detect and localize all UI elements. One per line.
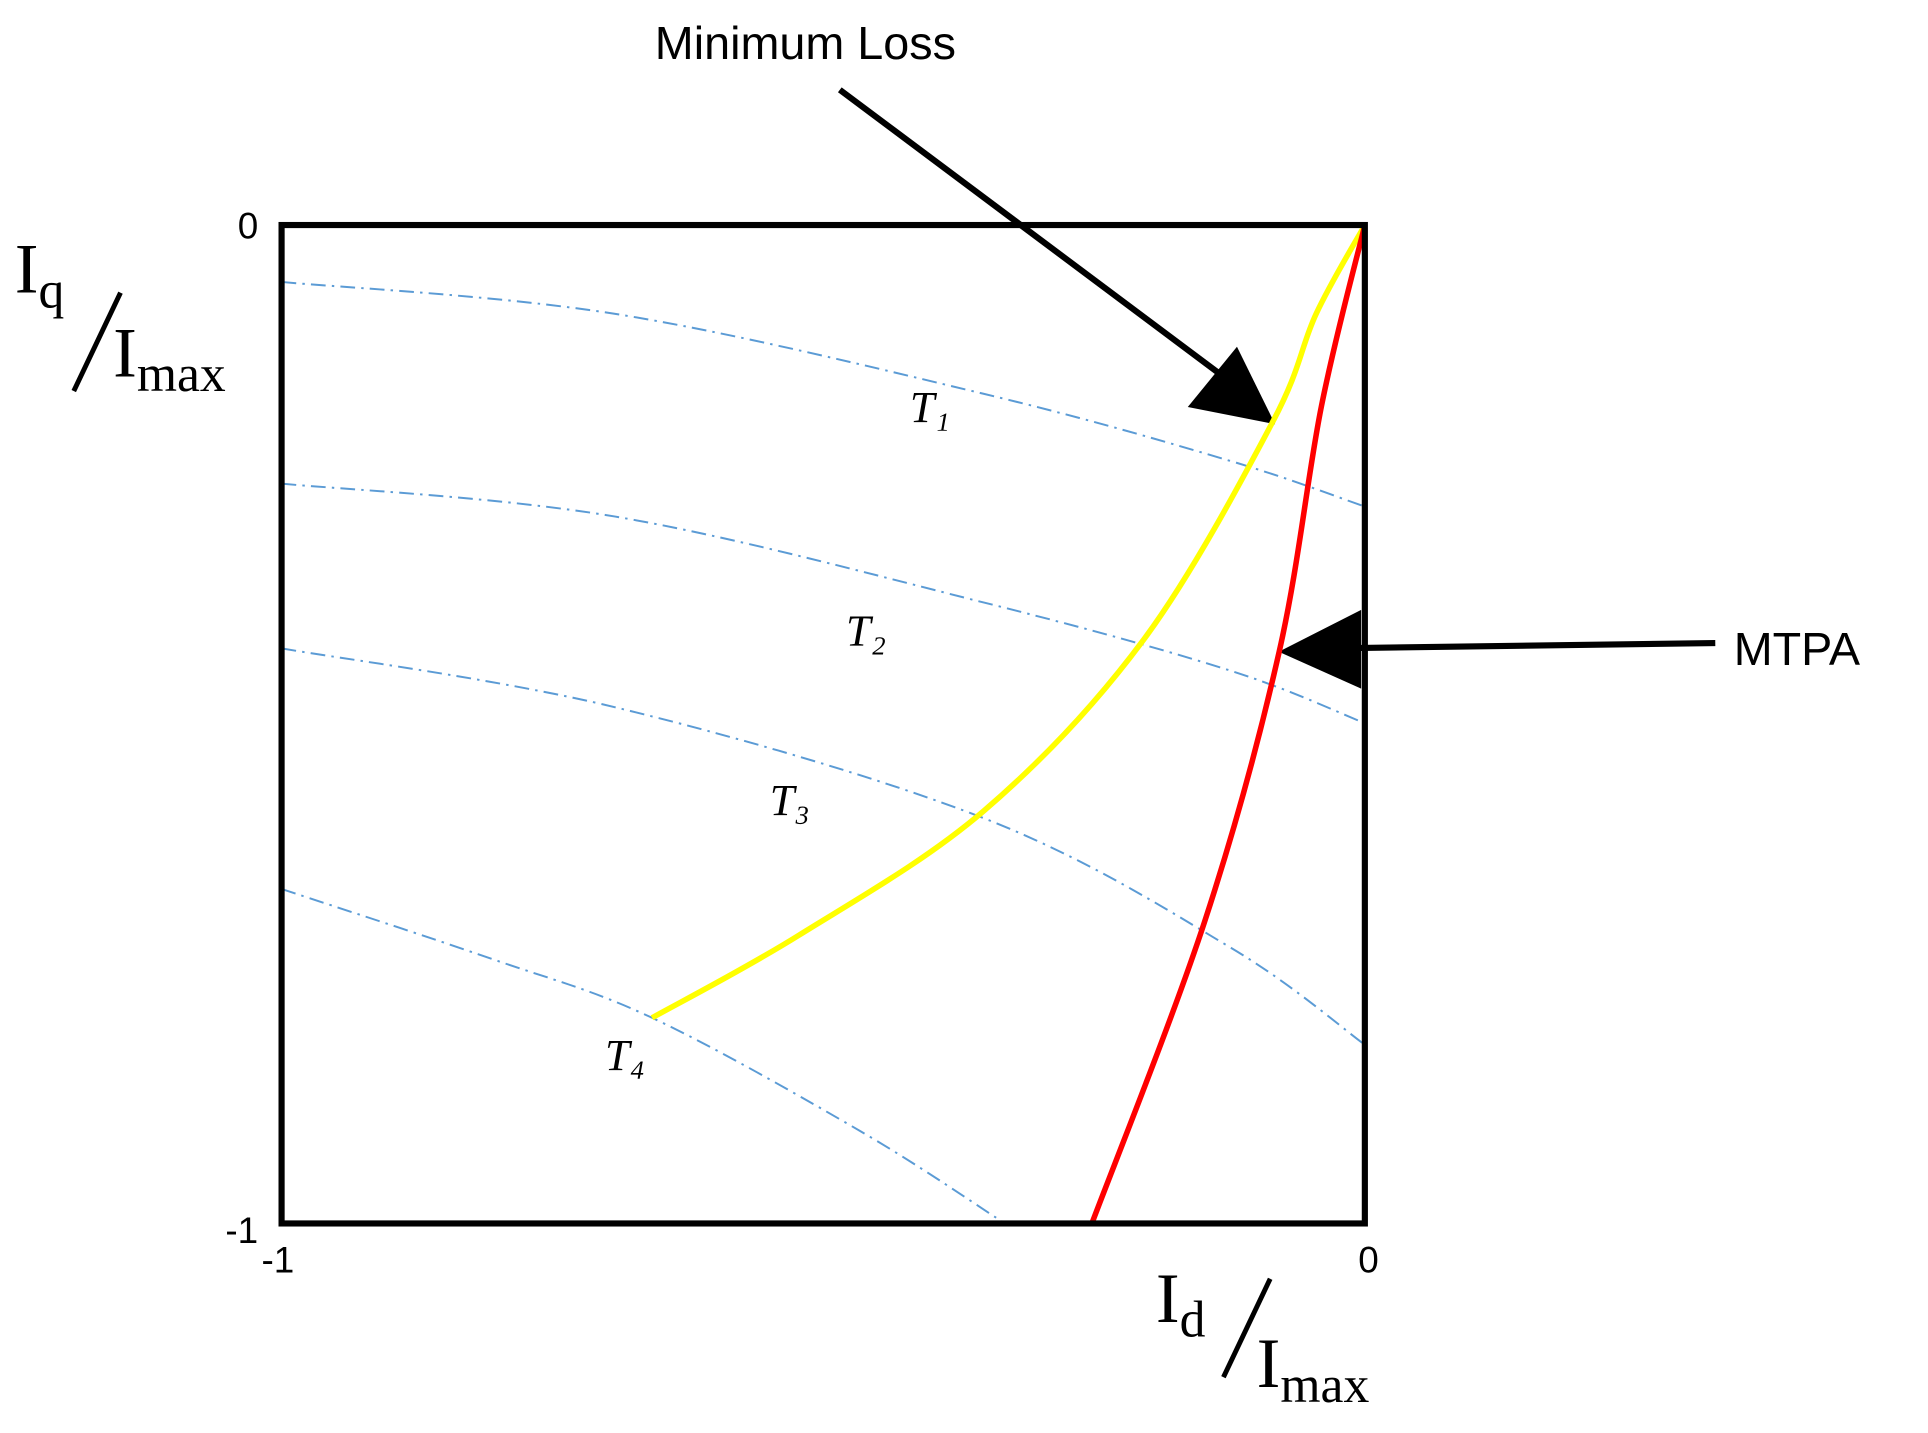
arrow-line xyxy=(837,87,1232,384)
annotation: Minimum Loss xyxy=(655,17,956,69)
axis-label-part: I xyxy=(15,230,39,309)
axis-label-part: q xyxy=(39,262,65,319)
series-label: T₃ xyxy=(770,776,810,825)
series-label: T₂ xyxy=(846,607,886,656)
axis-label-part: max xyxy=(1280,1357,1369,1414)
axis-label-part: max xyxy=(137,346,226,403)
axis-label-part: I xyxy=(1156,1259,1180,1338)
series-line xyxy=(281,647,1366,1046)
y-tick-label: 0 xyxy=(238,206,259,247)
series-label: T₁ xyxy=(910,383,950,432)
y-tick-label: -1 xyxy=(225,1210,258,1251)
series-line xyxy=(281,280,1366,508)
annotation: MTPA xyxy=(1734,623,1861,675)
label-slash xyxy=(71,291,123,393)
axis-label: Imax xyxy=(1257,1324,1370,1414)
series-label: T₄ xyxy=(605,1031,645,1080)
x-tick-label: -1 xyxy=(261,1240,294,1281)
series-line xyxy=(650,223,1368,1021)
x-tick-label: 0 xyxy=(1358,1240,1379,1281)
axis-label-part: I xyxy=(1257,1324,1281,1403)
axis-label-part: I xyxy=(113,313,137,392)
plot-frame xyxy=(278,221,1368,1227)
axis-label: Iq xyxy=(15,230,65,320)
axis-label: Imax xyxy=(113,313,226,403)
arrow-head xyxy=(1278,609,1362,689)
arrow-head xyxy=(1187,346,1276,425)
axis-label-part: d xyxy=(1180,1292,1206,1349)
axis-label: Id xyxy=(1156,1259,1206,1349)
series-line xyxy=(1089,224,1368,1225)
label-slash xyxy=(1221,1277,1273,1379)
arrow-line xyxy=(1352,640,1716,652)
series-line xyxy=(281,482,1366,725)
